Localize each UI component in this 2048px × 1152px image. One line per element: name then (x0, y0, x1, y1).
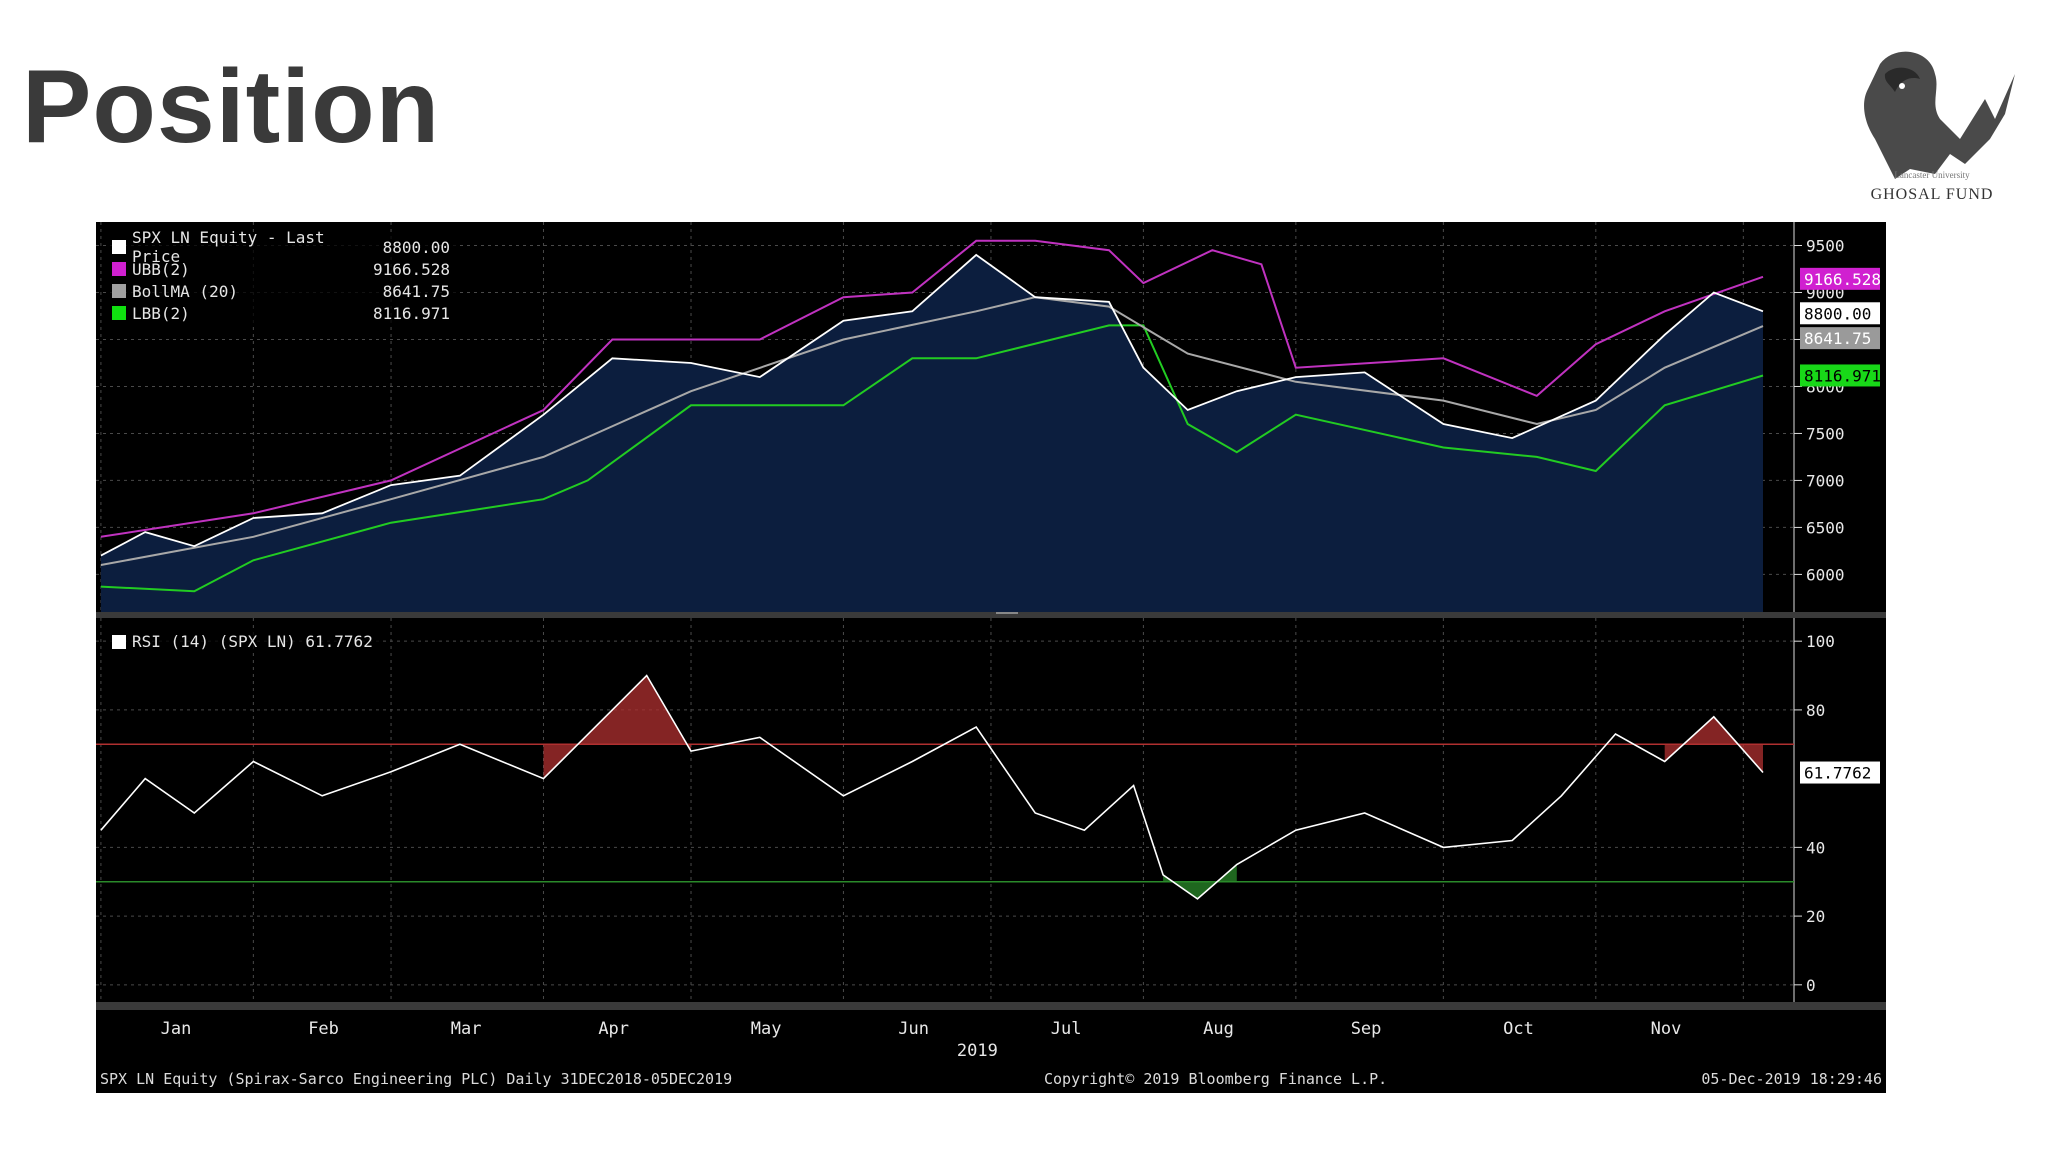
rsi-axis-label: 40 (1806, 838, 1825, 857)
lbb-2-series-line (100, 324, 1764, 593)
legend-swatch (112, 284, 126, 298)
lbb-value-tag-box (1800, 364, 1880, 387)
rsi-axis-label: 80 (1806, 701, 1825, 720)
price-axis-label: 7000 (1806, 471, 1845, 490)
ubb-value-tag: 9166.528 (1804, 270, 1881, 289)
rsi-axis-label: 0 (1806, 976, 1816, 995)
month-label-aug: Aug (1203, 1019, 1234, 1039)
rsi-value-tag: 61.7762 (1804, 764, 1871, 783)
chart-canvas: 9500900085008000750070006500600010080402… (96, 222, 1886, 1061)
legend-row: LBB(2) 8116.971 (112, 302, 450, 324)
price-value-tag-box (1800, 302, 1880, 325)
legend-value: 8116.971 (372, 303, 450, 323)
rsi-overbought-fill (543, 675, 691, 779)
slide-title: Position (22, 49, 441, 165)
legend-label: BollMA (20) (132, 281, 238, 301)
price-axis-label: 9500 (1806, 236, 1845, 255)
year-label: 2019 (957, 1041, 998, 1061)
bollma-20-series-line (100, 296, 1764, 566)
rsi-legend-swatch (112, 634, 126, 649)
logo-name: GHOSAL FUND (1870, 186, 1994, 203)
bloomberg-chart-panel: 9500900085008000750070006500600010080402… (96, 222, 1886, 1093)
legend-row: SPX LN Equity - Last Price 8800.00 (112, 228, 450, 266)
rsi-series-line (100, 674, 1764, 900)
bollma-value-tag-box (1800, 327, 1880, 350)
rsi-axis-label: 100 (1806, 632, 1835, 651)
price-axis-label: 6000 (1806, 565, 1845, 584)
rsi-axis-label: 20 (1806, 907, 1825, 926)
legend-value: 9166.528 (372, 259, 450, 279)
month-label-sep: Sep (1351, 1019, 1382, 1039)
bottom-scrollbar (96, 1002, 1886, 1010)
legend-row: BollMA (20) 8641.75 (112, 280, 450, 302)
price-axis-label: 6500 (1806, 518, 1845, 537)
bollma-value-tag: 8641.75 (1804, 329, 1871, 348)
rsi-overbought-fill (1664, 716, 1763, 773)
month-label-apr: Apr (598, 1019, 629, 1039)
rsi-oversold-fill (1163, 864, 1237, 899)
price-legend: SPX LN Equity - Last Price 8800.00 UBB(2) 9… (106, 228, 456, 326)
legend-value: 8641.75 (382, 281, 450, 301)
price-axis-label: 7500 (1806, 424, 1845, 443)
chart-footer: SPX LN Equity (Spirax-Sarco Engineering … (96, 1068, 1886, 1090)
month-label-jun: Jun (898, 1019, 929, 1039)
legend-swatch (112, 262, 126, 276)
logo-subtitle: Lancaster University (1894, 170, 1970, 180)
legend-swatch (112, 240, 126, 254)
legend-swatch (112, 306, 126, 320)
spx-ln-equity-last-priceseries-line (100, 253, 1764, 557)
month-label-may: May (751, 1019, 782, 1039)
panel-divider (96, 612, 1886, 618)
price-value-tag: 8800.00 (1804, 304, 1871, 323)
month-label-jan: Jan (161, 1019, 192, 1039)
footer-security: SPX LN Equity (Spirax-Sarco Engineering … (100, 1070, 733, 1088)
month-label-mar: Mar (451, 1019, 482, 1039)
legend-label: UBB(2) (132, 259, 190, 279)
legend-row: UBB(2) 9166.528 (112, 258, 450, 280)
legend-label: LBB(2) (132, 303, 190, 323)
month-label-jul: Jul (1051, 1019, 1082, 1039)
ubb-value-tag-box (1800, 267, 1880, 290)
legend-value: 8800.00 (382, 237, 450, 257)
price-area (100, 254, 1763, 612)
legend-label: SPX LN Equity - Last Price (132, 228, 325, 266)
footer-timestamp: 05-Dec-2019 18:29:46 (1701, 1070, 1882, 1088)
month-label-feb: Feb (308, 1019, 339, 1039)
footer-copyright: Copyright© 2019 Bloomberg Finance L.P. (1044, 1070, 1388, 1088)
ghosal-fund-logo (1864, 51, 2015, 179)
month-label-nov: Nov (1651, 1019, 1682, 1039)
rsi-value-tag-box (1800, 761, 1880, 784)
month-label-oct: Oct (1503, 1019, 1534, 1039)
rsi-legend-label: RSI (14) (SPX LN) 61.7762 (132, 632, 373, 651)
ubb-2-series-line (100, 239, 1764, 538)
rsi-legend: RSI (14) (SPX LN) 61.7762 (106, 630, 379, 653)
lbb-value-tag: 8116.971 (1804, 366, 1881, 385)
